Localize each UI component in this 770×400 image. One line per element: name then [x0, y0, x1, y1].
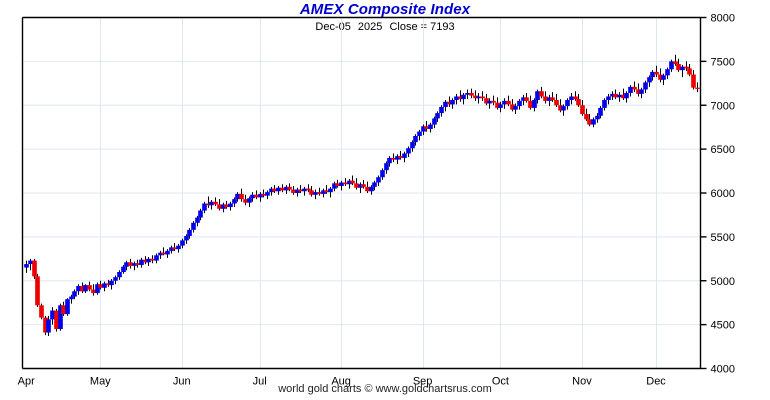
y-axis-ticks: [700, 16, 707, 370]
svg-text:Nov: Nov: [572, 376, 592, 388]
svg-text:7000: 7000: [711, 100, 735, 112]
svg-text:8000: 8000: [711, 13, 735, 25]
svg-text:7500: 7500: [711, 56, 735, 68]
svg-text:6500: 6500: [711, 144, 735, 156]
page-title: AMEX Composite Index: [299, 1, 471, 18]
svg-text:Jul: Jul: [253, 376, 267, 388]
svg-text:Apr: Apr: [18, 376, 35, 388]
svg-text:Dec: Dec: [646, 376, 666, 388]
subtitle-close: Close = 7193: [389, 21, 455, 33]
svg-text:5500: 5500: [711, 232, 735, 244]
svg-text:4000: 4000: [711, 364, 735, 376]
svg-text:Sep: Sep: [413, 376, 433, 388]
x-axis-tick-labels: Apr May Jun Jul Aug Sep Oct Nov Dec: [18, 376, 667, 388]
subtitle-year: 2025: [357, 21, 383, 33]
svg-text:May: May: [90, 376, 111, 388]
gridlines: [22, 17, 701, 369]
svg-text:Aug: Aug: [331, 376, 351, 388]
candlestick-series: [24, 54, 700, 337]
y-axis-tick-labels: 4000 4500 5000 5500 6000 6500 7000 7500 8000: [711, 13, 735, 376]
svg-text:6000: 6000: [711, 188, 735, 200]
chart-footer: world gold charts © www.goldchartsrus.co…: [278, 383, 492, 395]
svg-text:Jun: Jun: [173, 376, 191, 388]
svg-text:4500: 4500: [711, 320, 735, 332]
svg-text:Oct: Oct: [492, 376, 509, 388]
svg-text:5000: 5000: [711, 276, 735, 288]
